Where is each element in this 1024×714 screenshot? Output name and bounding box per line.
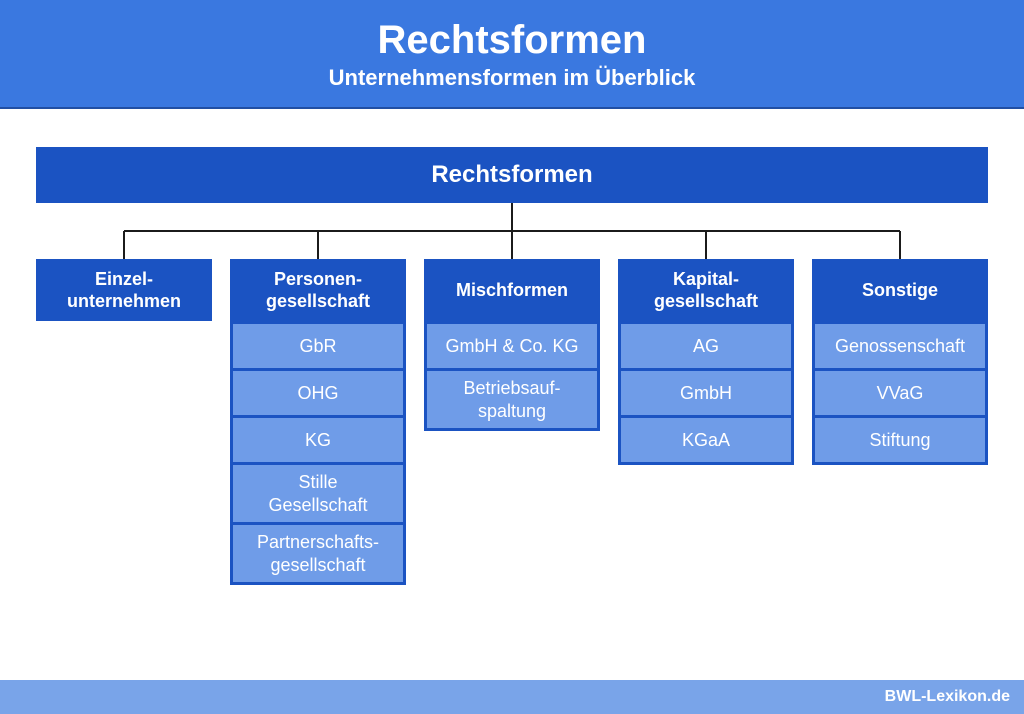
- category-column: MischformenGmbH & Co. KGBetriebsauf-spal…: [424, 259, 600, 431]
- page-title: Rechtsformen: [0, 18, 1024, 63]
- category-column: Personen-gesellschaftGbROHGKGStilleGesel…: [230, 259, 406, 585]
- category-items: GmbH & Co. KGBetriebsauf-spaltung: [424, 321, 600, 431]
- category-items: GenossenschaftVVaGStiftung: [812, 321, 988, 465]
- category-item: VVaG: [815, 371, 985, 415]
- category-item: Genossenschaft: [815, 324, 985, 368]
- category-items: GbROHGKGStilleGesellschaftPartnerschafts…: [230, 321, 406, 585]
- category-item: OHG: [233, 371, 403, 415]
- category-header: Sonstige: [812, 259, 988, 321]
- category-column: SonstigeGenossenschaftVVaGStiftung: [812, 259, 988, 465]
- category-column: Einzel-unternehmen: [36, 259, 212, 321]
- category-header: Mischformen: [424, 259, 600, 321]
- footer-text: BWL-Lexikon.de: [885, 688, 1010, 706]
- category-item: AG: [621, 324, 791, 368]
- category-item: KG: [233, 418, 403, 462]
- page-subtitle: Unternehmensformen im Überblick: [0, 65, 1024, 91]
- diagram-area: Rechtsformen Einzel-unternehmen Personen-…: [0, 109, 1024, 585]
- page-footer: BWL-Lexikon.de: [0, 680, 1024, 714]
- category-item: GmbH: [621, 371, 791, 415]
- root-node: Rechtsformen: [36, 147, 988, 203]
- category-header: Kapital-gesellschaft: [618, 259, 794, 321]
- category-column: Kapital-gesellschaftAGGmbHKGaA: [618, 259, 794, 465]
- page-header: Rechtsformen Unternehmensformen im Überb…: [0, 0, 1024, 107]
- category-columns: Einzel-unternehmenPersonen-gesellschaftG…: [30, 259, 994, 585]
- category-item: KGaA: [621, 418, 791, 462]
- category-item: Partnerschafts-gesellschaft: [233, 525, 403, 582]
- category-item: Betriebsauf-spaltung: [427, 371, 597, 428]
- category-item: GbR: [233, 324, 403, 368]
- category-item: StilleGesellschaft: [233, 465, 403, 522]
- category-item: Stiftung: [815, 418, 985, 462]
- category-header: Einzel-unternehmen: [36, 259, 212, 321]
- category-item: GmbH & Co. KG: [427, 324, 597, 368]
- category-header: Personen-gesellschaft: [230, 259, 406, 321]
- category-items: AGGmbHKGaA: [618, 321, 794, 465]
